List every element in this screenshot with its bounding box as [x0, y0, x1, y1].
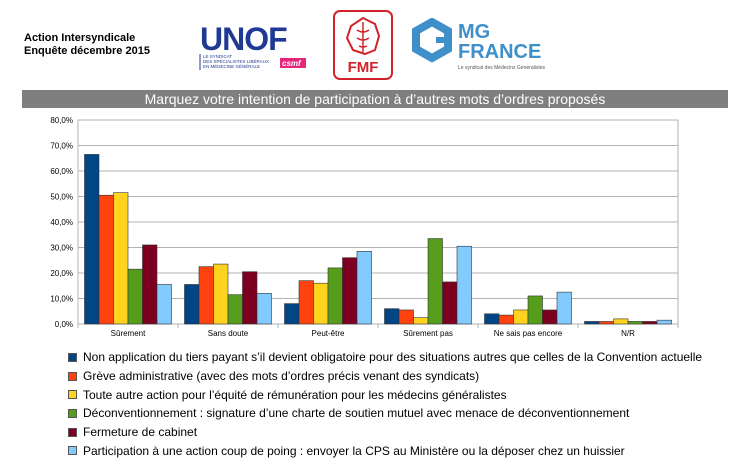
bar: [498, 314, 514, 325]
bar: [127, 268, 143, 325]
legend-item: Non application du tiers payant s’il dev…: [68, 348, 702, 367]
bar-chart: 0,0% 10,0% 20,0% 30,0% 40,0% 50,0% 60,0% 70,0% 8…: [50, 116, 679, 338]
bar: [484, 313, 500, 325]
legend-item: Toute autre action pour l’équité de rému…: [68, 385, 702, 404]
bar: [198, 266, 214, 325]
bar: [284, 303, 300, 325]
y-tick-label: 20,0%: [50, 269, 73, 278]
bar: [642, 321, 658, 325]
legend-item: Fermeture de cabinet: [68, 423, 702, 442]
mg-logo-text-2: FRANCE: [458, 41, 541, 63]
bar: [156, 284, 172, 325]
bar: [256, 293, 272, 325]
mg-tagline: Le syndicat des Médecins Généralistes: [458, 65, 545, 71]
legend-label: Grève administrative (avec des mots d’or…: [83, 369, 480, 384]
legend-item: Grève administrative (avec des mots d’or…: [68, 367, 702, 386]
bar: [527, 295, 543, 325]
bar: [556, 291, 572, 325]
legend-label: Fermeture de cabinet: [83, 425, 198, 440]
mg-hexagon-icon: [412, 18, 452, 63]
legend-label: Toute autre action pour l’équité de rému…: [83, 387, 507, 402]
bar: [142, 244, 158, 325]
y-tick-label: 70,0%: [50, 142, 73, 151]
x-tick-label: Sûrement pas: [403, 329, 453, 338]
x-tick-label: Ne sais pas encore: [494, 329, 563, 338]
france-map-icon: [345, 16, 381, 56]
bar: [427, 238, 443, 325]
bar: [213, 263, 229, 325]
unof-tagline-2: DES SPÉCIALISTES LIBÉRAUX: [203, 58, 269, 64]
header-line-2: Enquête décembre 2015: [24, 45, 150, 57]
legend-swatch: [68, 427, 77, 437]
bar: [398, 309, 414, 325]
x-tick-label: Sûrement: [111, 329, 146, 338]
bar: [456, 245, 472, 325]
header-line-1: Action Intersyndicale: [24, 32, 136, 44]
bar: [84, 154, 100, 325]
x-tick-label: Sans doute: [208, 329, 249, 338]
caduceus-icon: [356, 22, 370, 52]
bar: [313, 282, 329, 325]
legend-swatch: [68, 446, 77, 456]
fmf-logo: FMF: [333, 10, 393, 80]
bar: [384, 308, 400, 325]
bar: [113, 192, 129, 325]
header-text: Action Intersyndicale Enquête décembre 2…: [24, 32, 150, 58]
bar: [442, 281, 458, 325]
bar: [584, 321, 600, 325]
bar: [627, 321, 643, 325]
legend-swatch: [68, 352, 77, 362]
y-tick-label: 60,0%: [50, 167, 73, 176]
legend-item: Participation à une action coup de poing…: [68, 441, 702, 460]
bar: [513, 309, 529, 325]
y-tick-label: 30,0%: [50, 244, 73, 253]
legend-swatch: [68, 408, 77, 418]
legend-label: Non application du tiers payant s’il dev…: [83, 350, 703, 365]
legend-label: Participation à une action coup de poing…: [83, 443, 625, 458]
x-tick-label: N/R: [621, 329, 635, 338]
unof-logo: UNOF LE SYNDICAT DES SPÉCIALISTES LIBÉRA…: [199, 21, 306, 70]
unof-tagline-1: LE SYNDICAT: [203, 54, 232, 59]
fmf-logo-text: FMF: [348, 59, 379, 76]
chart-title-banner: Marquez votre intention de participation…: [22, 90, 728, 108]
bar: [242, 271, 258, 325]
bar: [656, 319, 672, 325]
legend-item: Déconventionnement : signature d’une cha…: [68, 404, 702, 423]
legend-swatch: [68, 371, 77, 381]
bar: [413, 317, 429, 325]
y-tick-label: 40,0%: [50, 218, 73, 227]
bar: [542, 309, 558, 325]
y-tick-label: 80,0%: [50, 116, 73, 125]
bar: [598, 321, 614, 325]
mg-logo-text-1: MG: [458, 21, 490, 43]
legend-swatch: [68, 390, 77, 400]
bar: [184, 284, 200, 325]
bar: [298, 280, 314, 325]
y-tick-label: 0,0%: [55, 320, 73, 329]
y-tick-label: 10,0%: [50, 295, 73, 304]
chart-legend: Non application du tiers payant s’il dev…: [68, 348, 702, 460]
bar: [613, 318, 629, 325]
legend-label: Déconventionnement : signature d’une cha…: [83, 406, 630, 421]
bar: [98, 194, 114, 325]
bar: [227, 294, 243, 325]
mgfrance-logo: MG FRANCE Le syndicat des Médecins Génér…: [412, 18, 545, 71]
unof-logo-text: UNOF: [200, 21, 287, 57]
x-tick-label: Peut-être: [312, 329, 345, 338]
csmf-badge-text: csmf: [282, 59, 302, 68]
bar: [342, 257, 358, 325]
bar: [327, 267, 343, 325]
bar: [356, 251, 372, 325]
unof-tagline-3: EN MÉDECINE GÉNÉRALE: [203, 63, 260, 69]
y-tick-label: 50,0%: [50, 193, 73, 202]
